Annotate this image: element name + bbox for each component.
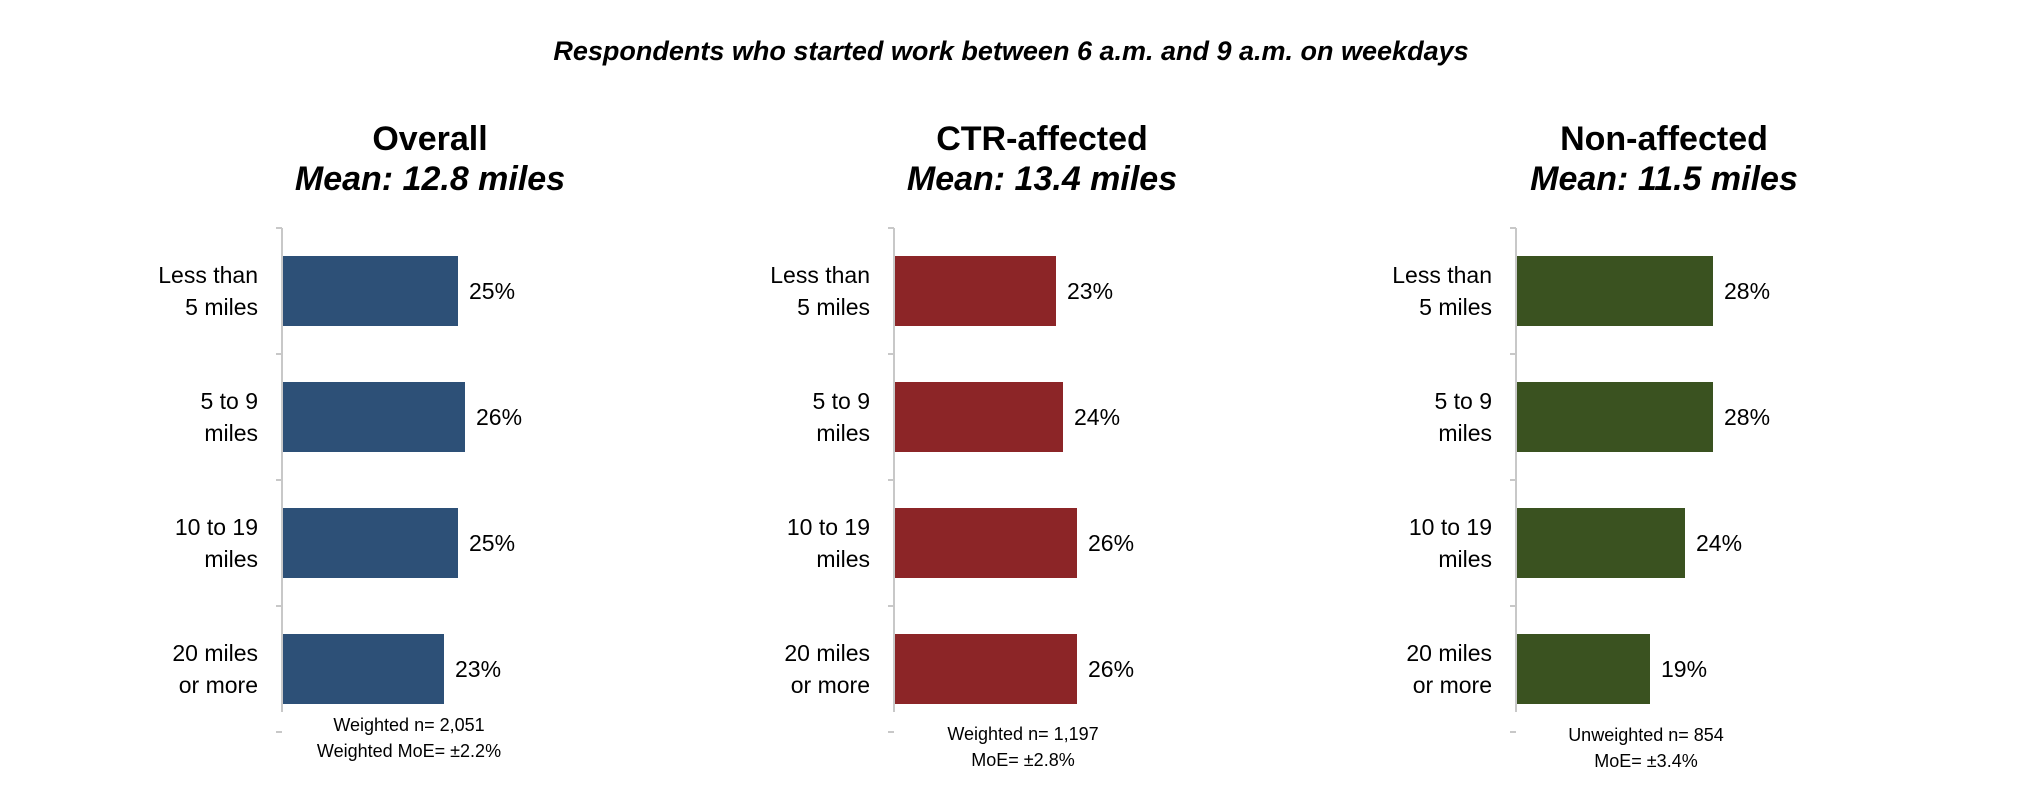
category-label: miles <box>816 420 870 446</box>
category-label: miles <box>816 546 870 572</box>
footnote-line: Weighted n= 1,197 <box>947 724 1099 744</box>
category-label: 10 to 19 <box>175 514 258 540</box>
category-label: or more <box>1413 672 1492 698</box>
bar <box>283 634 444 704</box>
category-label: 5 to 9 <box>812 388 870 414</box>
bar-chart-overall: 25% Less than 5 miles 26% 5 to 9 miles 25% 10 t… <box>158 227 522 733</box>
category-label: 10 to 19 <box>787 514 870 540</box>
data-label: 26% <box>1088 530 1134 556</box>
panel-title: CTR-affected <box>936 120 1148 158</box>
data-label: 24% <box>1074 404 1120 430</box>
footnote-line: Weighted MoE= ±2.2% <box>316 741 502 761</box>
bar <box>895 256 1056 326</box>
bar-chart-ctr-affected: 23% Less than 5 miles 24% 5 to 9 miles 26% 10 t… <box>770 227 1134 733</box>
category-label: or more <box>179 672 258 698</box>
chart-panel-overall: Overall Mean: 12.8 miles 25% Less than 5 m… <box>150 118 710 798</box>
bar <box>1517 382 1713 452</box>
chart-panel-non-affected: Non-affected Mean: 11.5 miles 28% Less th… <box>1384 118 1944 798</box>
panel-title: Overall <box>372 120 488 158</box>
bar-chart-non-affected: 28% Less than 5 miles 28% 5 to 9 miles 24% 10 t… <box>1392 227 1770 733</box>
bar <box>283 382 465 452</box>
category-label: miles <box>1438 546 1492 572</box>
data-label: 28% <box>1724 278 1770 304</box>
panel-title: Non-affected <box>1560 120 1768 158</box>
data-label: 26% <box>476 404 522 430</box>
footnote: Weighted n= 1,197 MoE= ±2.8% <box>843 721 1203 773</box>
bar <box>1517 256 1713 326</box>
bar <box>895 382 1063 452</box>
footnote: Weighted n= 2,051 Weighted MoE= ±2.2% <box>229 712 589 764</box>
category-label: 10 to 19 <box>1409 514 1492 540</box>
data-label: 24% <box>1696 530 1742 556</box>
data-label: 25% <box>469 278 515 304</box>
footnote: Unweighted n= 854 MoE= ±3.4% <box>1466 722 1826 774</box>
category-label: miles <box>204 420 258 446</box>
footnote-line: Weighted n= 2,051 <box>333 715 485 735</box>
data-label: 23% <box>1067 278 1113 304</box>
category-label: 5 to 9 <box>1434 388 1492 414</box>
footnote-line: MoE= ±3.4% <box>1594 751 1698 771</box>
bar <box>283 508 458 578</box>
category-label: 20 miles <box>172 640 258 666</box>
category-label: Less than <box>1392 262 1492 288</box>
category-label: Less than <box>158 262 258 288</box>
category-label: 5 miles <box>797 294 870 320</box>
footnote-line: MoE= ±2.8% <box>971 750 1075 770</box>
category-label: 5 miles <box>185 294 258 320</box>
data-label: 26% <box>1088 656 1134 682</box>
data-label: 23% <box>455 656 501 682</box>
category-label: miles <box>204 546 258 572</box>
category-label: miles <box>1438 420 1492 446</box>
chart-panel-ctr-affected: CTR-affected Mean: 13.4 miles 23% Less th… <box>762 118 1322 798</box>
data-label: 28% <box>1724 404 1770 430</box>
category-label: 5 to 9 <box>200 388 258 414</box>
bar <box>895 634 1077 704</box>
bar <box>1517 634 1650 704</box>
category-label: Less than <box>770 262 870 288</box>
category-label: 5 miles <box>1419 294 1492 320</box>
bar <box>1517 508 1685 578</box>
category-label: or more <box>791 672 870 698</box>
panel-mean: Mean: 12.8 miles <box>294 160 566 198</box>
category-label: 20 miles <box>1406 640 1492 666</box>
data-label: 25% <box>469 530 515 556</box>
footnote-line: Unweighted n= 854 <box>1568 725 1724 745</box>
panel-mean: Mean: 13.4 miles <box>906 160 1178 198</box>
category-label: 20 miles <box>784 640 870 666</box>
bar <box>895 508 1077 578</box>
panel-mean: Mean: 11.5 miles <box>1530 160 1798 198</box>
data-label: 19% <box>1661 656 1707 682</box>
main-title: Respondents who started work between 6 a… <box>553 36 1469 66</box>
bar <box>283 256 458 326</box>
